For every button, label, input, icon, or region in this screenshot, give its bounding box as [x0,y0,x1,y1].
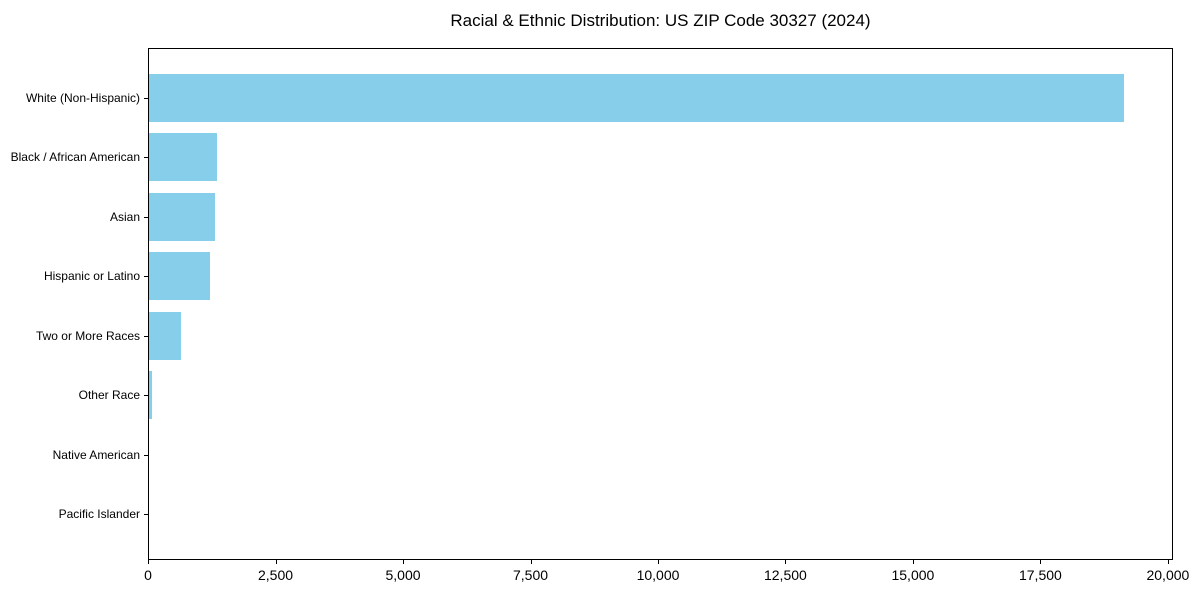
y-tick-label: Pacific Islander [58,507,140,521]
x-tick-mark [785,560,787,564]
x-tick-mark [403,560,404,564]
y-tick-mark [144,216,148,218]
x-tick-label: 12,500 [763,567,807,583]
y-tick-label: Other Race [78,388,140,403]
y-tick-mark [144,98,148,99]
y-tick-mark [144,335,148,337]
plot-area [148,48,1173,560]
x-tick-mark [275,560,277,564]
y-tick-label: Black / African American [10,150,140,165]
x-axis: 0 2,500 5,000 7,500 10,000 12,500 15,000 17,500… [144,560,1189,596]
x-tick-label: 5,000 [385,567,421,583]
bar [149,192,215,241]
y-tick-label: Two or More Races [35,328,140,343]
y-axis: White (Non-Hispanic) Black / African Amer… [0,48,148,560]
y-tick-mark [144,514,148,515]
bar [149,311,182,360]
x-tick-mark [530,560,532,564]
y-tick-mark [144,276,148,278]
chart-title: Racial & Ethnic Distribution: US ZIP Cod… [450,11,871,30]
x-tick-mark [658,560,659,564]
x-tick-label: 10,000 [636,567,680,583]
bar [149,252,211,301]
bar [149,133,217,182]
x-tick-label: 20,000 [1146,567,1190,583]
x-tick-label: 0 [144,567,152,583]
x-tick-label: 15,000 [891,567,935,583]
x-tick-label: 17,500 [1018,567,1062,583]
x-tick-mark [148,560,149,564]
x-tick-mark [912,560,914,564]
x-tick-mark [1040,560,1042,564]
y-tick-mark [144,395,148,397]
y-tick-label: White (Non-Hispanic) [25,91,140,105]
bar [149,371,152,420]
y-tick-label: Hispanic or Latino [43,269,140,284]
y-tick-mark [144,454,148,456]
x-tick-label: 7,500 [512,567,549,583]
bar [149,74,1124,122]
x-tick-mark [1167,560,1169,564]
y-tick-label: Asian [109,209,140,224]
y-tick-mark [144,157,148,159]
y-tick-label: Native American [52,447,140,462]
x-tick-label: 2,500 [257,567,294,583]
